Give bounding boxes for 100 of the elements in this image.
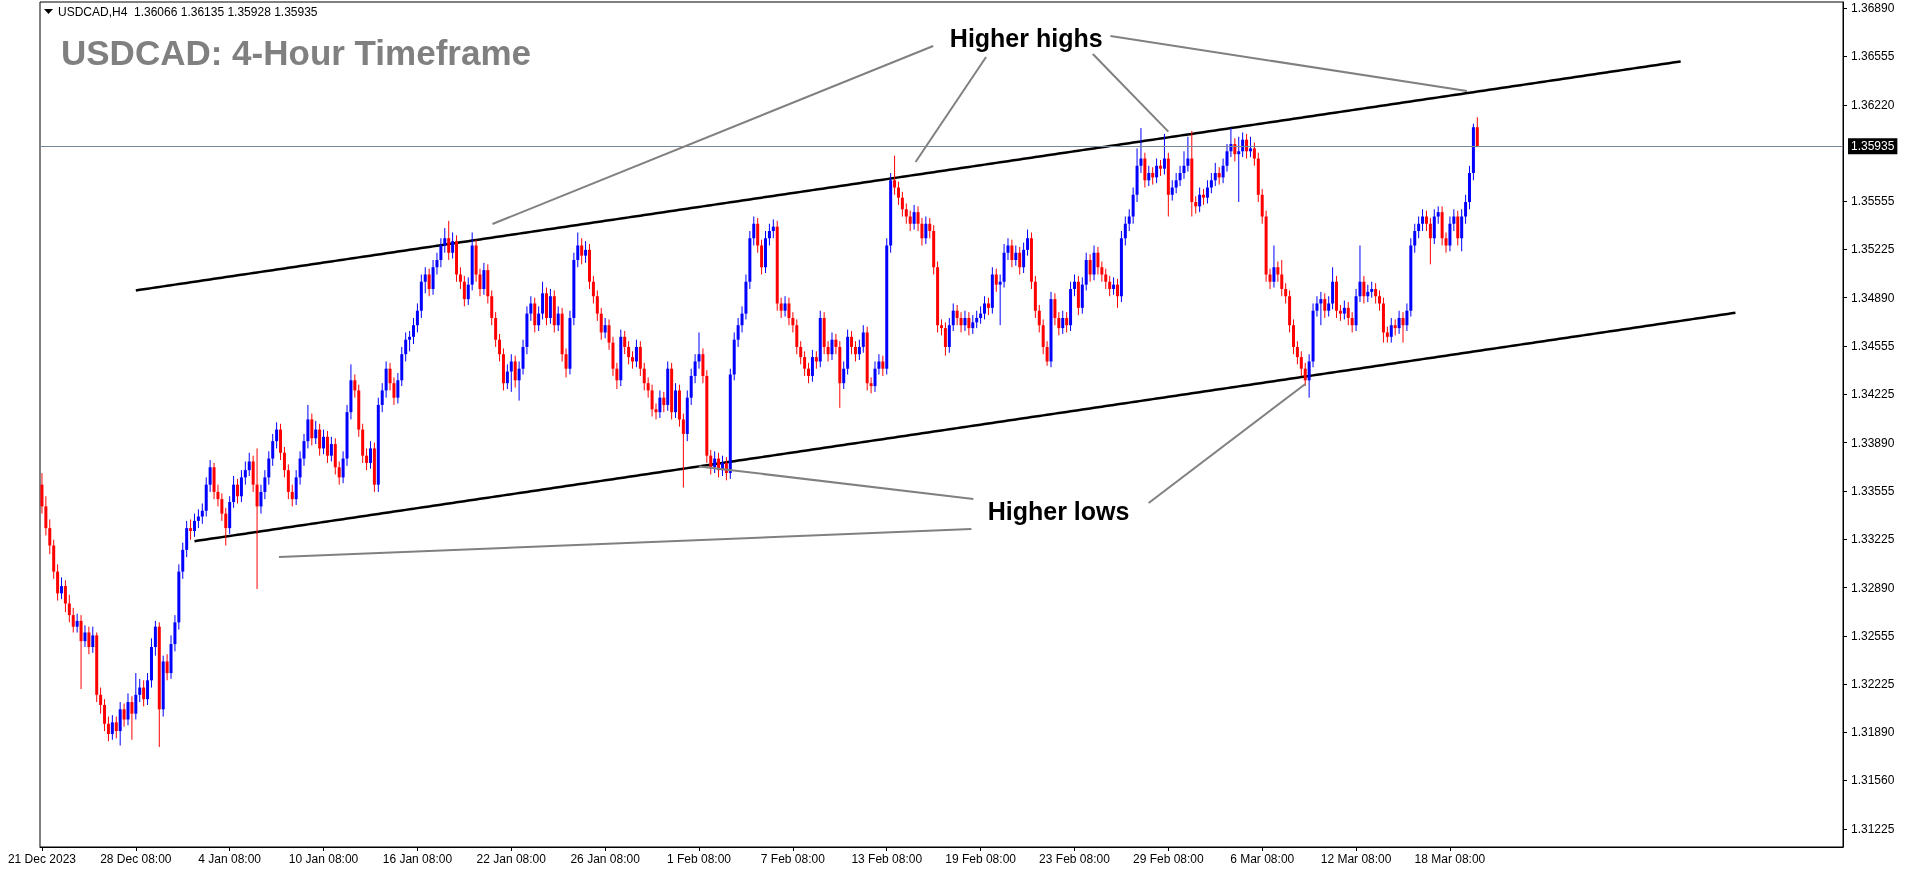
candlestick <box>1280 259 1284 297</box>
candlestick <box>114 716 118 739</box>
candlestick <box>196 508 200 529</box>
candlestick <box>1088 253 1092 283</box>
candlestick <box>767 223 771 246</box>
candlestick <box>853 340 857 362</box>
candlestick <box>1456 210 1460 246</box>
candlestick <box>771 218 775 239</box>
candlestick <box>681 413 685 489</box>
y-tick-label: 1.32890 <box>1851 580 1895 595</box>
candlestick <box>103 698 107 732</box>
candlestick <box>1248 136 1252 158</box>
candlestick <box>275 421 279 449</box>
candlestick <box>408 330 412 352</box>
candlestick <box>1198 187 1202 213</box>
candlestick <box>1072 273 1076 297</box>
candlestick <box>1209 172 1213 194</box>
candlestick <box>60 576 64 600</box>
candlestick <box>189 518 193 541</box>
candlestick <box>893 155 897 196</box>
candlestick <box>271 433 275 467</box>
candlestick <box>1295 340 1299 365</box>
y-tick-label: 1.31890 <box>1851 725 1895 740</box>
candlestick <box>498 333 502 362</box>
candlestick <box>447 220 451 261</box>
candlestick <box>787 297 791 326</box>
candlestick <box>1014 245 1018 267</box>
candlestick <box>1401 311 1405 344</box>
candlestick <box>505 363 509 390</box>
candlestick <box>803 350 807 377</box>
candlestick <box>537 305 541 332</box>
candlestick <box>900 191 904 218</box>
candlestick <box>1061 310 1065 335</box>
y-tick-label: 1.33555 <box>1851 484 1895 499</box>
candlestick <box>153 620 157 657</box>
candlestick <box>662 391 666 413</box>
candlestick <box>314 420 318 445</box>
candlestick <box>595 289 599 322</box>
candlestick <box>842 360 846 390</box>
y-tick-label: 1.34890 <box>1851 290 1895 305</box>
candlestick <box>71 607 75 633</box>
candlestick <box>427 268 431 297</box>
candlestick <box>236 478 240 504</box>
candlestick <box>642 362 646 391</box>
candlestick <box>1147 165 1151 187</box>
candlestick <box>333 437 337 475</box>
x-tick-label: 12 Mar 08:00 <box>1320 852 1392 866</box>
annotation: Higher lows <box>987 497 1130 525</box>
candlestick <box>87 626 91 655</box>
candlestick <box>1378 289 1382 312</box>
x-tick-label: 23 Feb 08:00 <box>1039 852 1111 866</box>
candlestick <box>908 210 912 232</box>
candlestick <box>239 469 243 503</box>
x-tick-label: 13 Feb 08:00 <box>851 852 923 866</box>
candlestick <box>67 594 71 623</box>
candlestick <box>1350 311 1354 333</box>
candlestick <box>482 262 486 296</box>
candlestick <box>185 520 189 558</box>
candlestick <box>1010 239 1014 268</box>
candlestick <box>760 239 764 275</box>
candlestick <box>1116 278 1119 309</box>
candlestick <box>1292 318 1295 355</box>
candlestick <box>638 340 642 377</box>
candlestick <box>1397 310 1401 335</box>
y-tick-label: 1.36555 <box>1851 49 1895 64</box>
y-tick-label: 1.32555 <box>1851 629 1895 644</box>
candlestick <box>490 289 494 326</box>
candlestick <box>1080 276 1084 315</box>
candlestick <box>286 463 290 500</box>
candlestick <box>1108 275 1112 297</box>
candlestick <box>130 695 134 741</box>
candlestick <box>353 374 357 399</box>
candlestick <box>623 330 627 355</box>
candlestick <box>110 714 114 741</box>
candlestick <box>1022 242 1026 274</box>
candlestick <box>99 687 103 715</box>
candlestick <box>1170 179 1174 202</box>
candlestick <box>1346 301 1350 326</box>
candlestick <box>247 452 251 477</box>
candlestick <box>404 331 408 362</box>
candlestick <box>1323 292 1327 319</box>
candlestick <box>75 613 79 633</box>
candlestick <box>146 672 150 706</box>
x-tick-label: 7 Feb 08:00 <box>760 852 826 866</box>
candlestick <box>1272 245 1276 289</box>
candlestick <box>1053 292 1057 326</box>
x-tick-label: 16 Jan 08:00 <box>382 852 453 866</box>
y-tick-label: 1.36220 <box>1851 97 1895 112</box>
candlestick <box>533 297 537 333</box>
candlestick <box>165 653 169 681</box>
candlestick <box>282 446 286 478</box>
candlestick <box>1065 311 1069 333</box>
candlestick <box>963 310 967 332</box>
candlestick <box>1237 136 1241 203</box>
candlestick <box>1475 116 1479 148</box>
candlestick <box>1362 275 1366 304</box>
x-tick-label: 28 Dec 08:00 <box>100 852 172 866</box>
candlestick <box>556 305 560 332</box>
candlestick <box>322 429 326 455</box>
candlestick <box>947 317 951 354</box>
